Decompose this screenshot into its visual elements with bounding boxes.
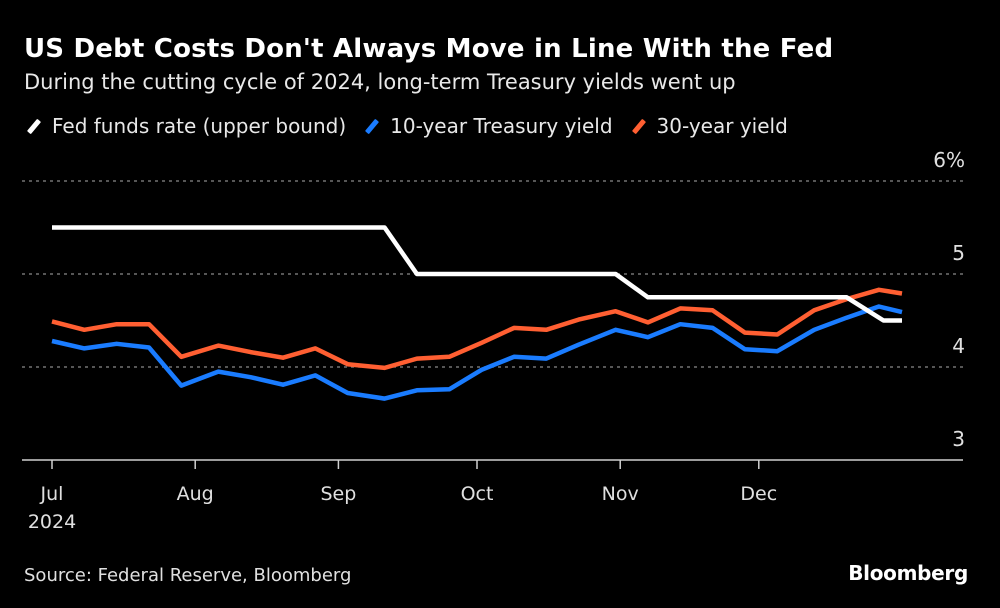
- legend-item-30yr: 30-year yield: [629, 114, 788, 138]
- y-tick-label: 6%: [933, 148, 965, 172]
- treasury-30yr-line: [51, 287, 903, 371]
- legend: Fed funds rate (upper bound) 10-year Tre…: [24, 114, 804, 138]
- y-tick-label: 5: [952, 241, 965, 265]
- treasury-10yr-line: [51, 304, 903, 401]
- chart-title: US Debt Costs Don't Always Move in Line …: [24, 34, 834, 64]
- legend-label-30yr: 30-year yield: [656, 114, 788, 138]
- fed-funds-line: [52, 225, 902, 323]
- x-tick-label: Nov: [602, 483, 639, 505]
- bloomberg-logo: Bloomberg: [848, 561, 968, 585]
- legend-label-10yr: 10-year Treasury yield: [390, 114, 613, 138]
- chart-subtitle: During the cutting cycle of 2024, long-t…: [24, 70, 736, 94]
- x-tick-label: Dec: [740, 483, 777, 505]
- y-tick-label: 4: [952, 334, 965, 358]
- x-tick-label: Jul: [40, 483, 64, 505]
- y-tick-label: 3: [952, 427, 965, 451]
- source-note: Source: Federal Reserve, Bloomberg: [24, 565, 352, 586]
- legend-item-10yr: 10-year Treasury yield: [362, 114, 613, 138]
- x-tick-sublabel: 2024: [28, 511, 76, 533]
- x-tick-label: Aug: [177, 483, 214, 505]
- legend-item-fed-funds: Fed funds rate (upper bound): [24, 114, 346, 138]
- legend-label-fed-funds: Fed funds rate (upper bound): [52, 114, 347, 138]
- x-tick-label: Oct: [461, 483, 494, 505]
- x-tick-label: Sep: [321, 483, 357, 505]
